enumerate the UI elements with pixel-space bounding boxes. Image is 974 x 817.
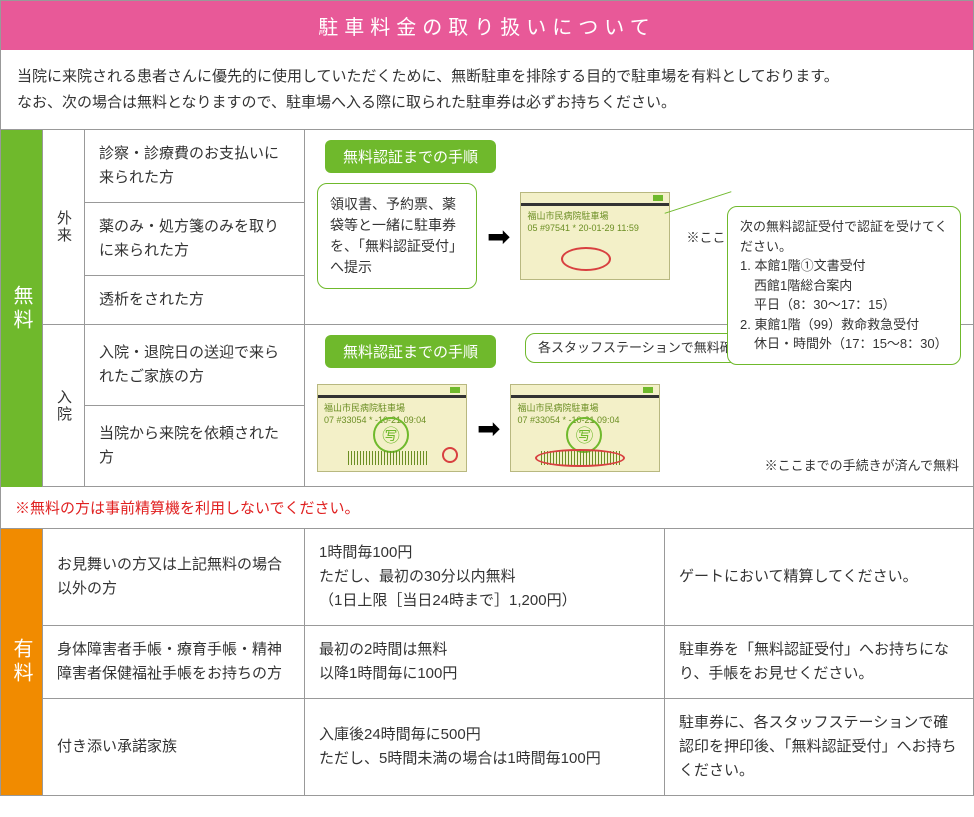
page-title: 駐車料金の取り扱いについて xyxy=(1,1,973,50)
intro-line-1: 当院に来院される患者さんに優先的に使用していただくために、無断駐車を排除する目的… xyxy=(17,68,839,85)
free-vertical-label: 無料 xyxy=(1,130,43,487)
callout-item-1b: 西館1階総合案内 xyxy=(740,276,948,296)
procedure-header-1: 無料認証までの手順 xyxy=(325,140,496,173)
outpatient-sublabel: 外来 xyxy=(43,130,85,325)
free-section-grid: 無料 外来 診察・診療費のお支払いに来られた方 無料認証までの手順 領収書、予約… xyxy=(1,130,973,529)
callout-intro: 次の無料認証受付で認証を受けてください。 xyxy=(740,217,948,256)
paid-who-3: 付き添い承諾家族 xyxy=(43,699,305,795)
callout-item-2a: 2. 東館1階（99）救命救急受付 xyxy=(740,315,948,335)
inpatient-sublabel: 入院 xyxy=(43,325,85,487)
paid-who-2: 身体障害者手帳・療育手帳・精神障害者保健福祉手帳をお持ちの方 xyxy=(43,626,305,699)
paid-fee-1: 1時間毎100円 ただし、最初の30分以内無料 （1日上限［当日24時まで］1,… xyxy=(305,529,665,626)
free-row-5: 当院から来院を依頼された方 xyxy=(85,406,305,487)
paid-vertical-label: 有料 xyxy=(1,529,43,795)
free-row-4: 入院・退院日の送迎で来られたご家族の方 xyxy=(85,325,305,406)
procedure-header-2: 無料認証までの手順 xyxy=(325,335,496,368)
procedure-instruction-1: 領収書、予約票、薬袋等と一緒に駐車券を、「無料認証受付」へ提示 xyxy=(317,183,477,289)
free-row-3: 透析をされた方 xyxy=(85,276,305,325)
procedure-note-2: ※ここまでの手続きが済んで無料 xyxy=(765,455,959,474)
paid-how-1: ゲートにおいて精算してください。 xyxy=(665,529,973,626)
paid-how-2: 駐車券を「無料認証受付」へお持ちになり、手帳をお見せください。 xyxy=(665,626,973,699)
callout-item-2b: 休日・時間外（17：15〜8：30） xyxy=(740,334,948,354)
procedure-area-outpatient: 無料認証までの手順 領収書、予約票、薬袋等と一緒に駐車券を、「無料認証受付」へ提… xyxy=(305,130,973,325)
arrow-icon: ➡ xyxy=(475,412,502,445)
free-row-2: 薬のみ・処方箋のみを取りに来られた方 xyxy=(85,203,305,276)
callout-locations: 次の無料認証受付で認証を受けてください。 1. 本館1階①文書受付 西館1階総合… xyxy=(727,206,961,365)
paid-who-1: お見舞いの方又は上記無料の場合以外の方 xyxy=(43,529,305,626)
intro-line-2: なお、次の場合は無料となりますので、駐車場へ入る際に取られた駐車券は必ずお持ちく… xyxy=(17,94,676,111)
paid-fee-2: 最初の2時間は無料 以降1時間毎に100円 xyxy=(305,626,665,699)
callout-item-1a: 1. 本館1階①文書受付 xyxy=(740,256,948,276)
parking-ticket-image-2: 福山市民病院駐車場07 #33054 * -10-21 09:04 ㊢ xyxy=(317,384,467,472)
parking-ticket-image-1: 福山市民病院駐車場05 #97541 * 20-01-29 11:59 xyxy=(520,192,670,280)
warning-text: ※無料の方は事前精算機を利用しないでください。 xyxy=(1,487,973,529)
paid-how-3: 駐車券に、各スタッフステーションで確認印を押印後、「無料認証受付」へお持ちくださ… xyxy=(665,699,973,795)
free-row-1: 診察・診療費のお支払いに来られた方 xyxy=(85,130,305,203)
intro-text: 当院に来院される患者さんに優先的に使用していただくために、無断駐車を排除する目的… xyxy=(1,50,973,130)
paid-fee-3: 入庫後24時間毎に500円 ただし、5時間未満の場合は1時間毎100円 xyxy=(305,699,665,795)
callout-item-1c: 平日（8：30〜17：15） xyxy=(740,295,948,315)
parking-ticket-image-3: 福山市民病院駐車場07 #33054 * -10-21 09:04 ㊢ xyxy=(510,384,660,472)
arrow-icon: ➡ xyxy=(485,220,512,253)
paid-section-grid: 有料 お見舞いの方又は上記無料の場合以外の方 1時間毎100円 ただし、最初の3… xyxy=(1,529,973,795)
document-container: 駐車料金の取り扱いについて 当院に来院される患者さんに優先的に使用していただくた… xyxy=(0,0,974,796)
